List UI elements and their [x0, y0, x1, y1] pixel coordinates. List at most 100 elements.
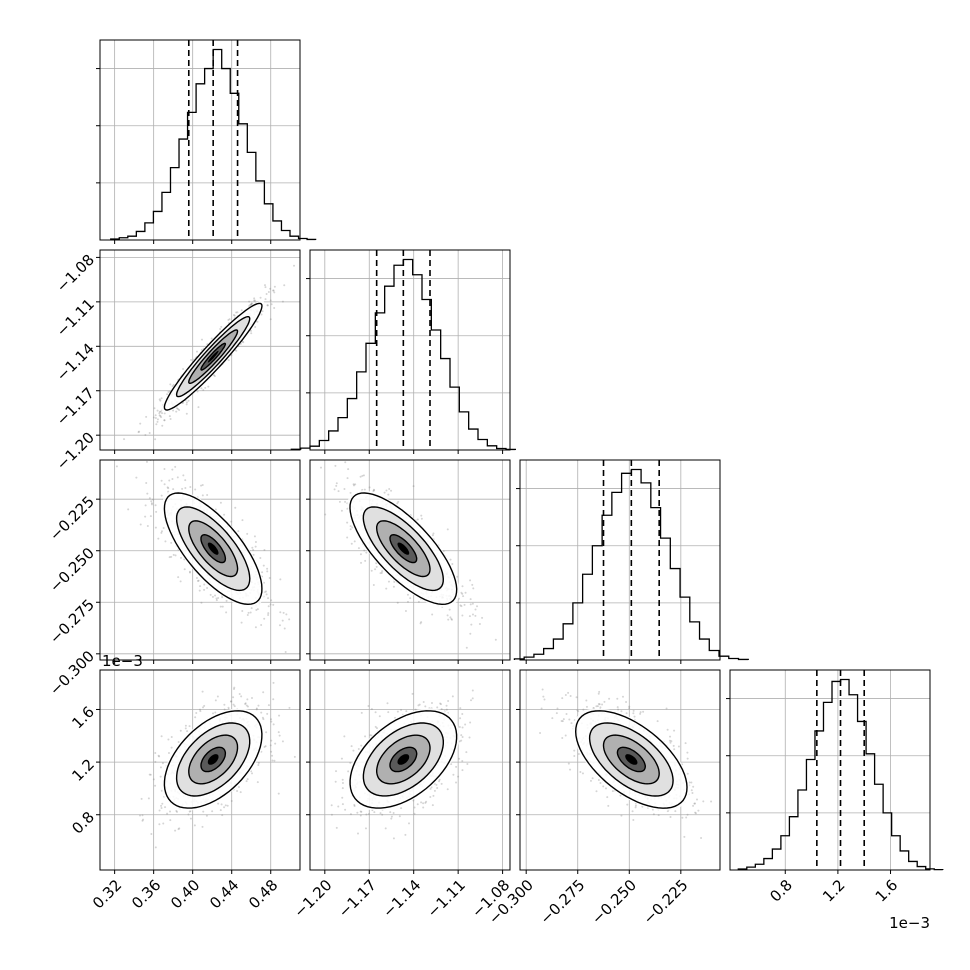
sample-point	[392, 837, 395, 840]
sample-point	[349, 525, 352, 528]
sample-point	[390, 489, 393, 492]
sample-point	[219, 327, 222, 330]
scatter-panel-3-1	[96, 459, 301, 664]
sample-point	[448, 608, 451, 611]
sample-point	[156, 409, 159, 412]
sample-point	[158, 412, 161, 415]
panel-frame	[99, 39, 301, 241]
sample-point	[207, 385, 210, 388]
sample-point	[338, 500, 341, 503]
sample-point	[262, 718, 265, 721]
sample-point	[279, 578, 282, 581]
sample-point	[697, 809, 700, 812]
sample-point	[259, 296, 262, 299]
sample-point	[154, 846, 157, 849]
sample-point	[319, 466, 322, 469]
sample-point	[269, 744, 272, 747]
sample-point	[472, 587, 475, 590]
sample-point	[461, 769, 464, 772]
sample-point	[237, 530, 240, 533]
sample-point	[346, 536, 349, 539]
sample-point	[263, 745, 266, 748]
contour-line-1	[200, 533, 227, 564]
sample-point	[157, 754, 160, 757]
sample-point	[232, 696, 235, 699]
sample-point	[240, 309, 243, 312]
sample-point	[237, 785, 240, 788]
sample-point	[271, 759, 274, 762]
sample-point	[140, 797, 143, 800]
sample-point	[476, 605, 479, 608]
sample-point	[236, 790, 239, 793]
sample-point	[450, 618, 453, 621]
sample-point	[450, 763, 453, 766]
sample-point	[353, 484, 356, 487]
sample-point	[386, 702, 389, 705]
sample-point	[152, 498, 155, 501]
sample-point	[351, 526, 354, 529]
sample-point	[446, 614, 449, 617]
sample-point	[419, 622, 422, 625]
panel-content	[310, 460, 510, 660]
sample-point	[459, 604, 462, 607]
sample-point	[445, 708, 448, 711]
sample-point	[166, 486, 169, 489]
sample-point	[337, 490, 340, 493]
sample-point	[431, 613, 434, 616]
sample-point	[154, 504, 157, 507]
sample-point	[330, 804, 333, 807]
sample-point	[364, 827, 367, 830]
sample-point	[272, 723, 275, 726]
panel-frame	[309, 249, 511, 451]
sample-point	[413, 806, 416, 809]
sample-point	[152, 416, 155, 419]
sample-point	[284, 651, 287, 654]
sample-point	[392, 585, 395, 588]
sample-point	[144, 433, 147, 436]
sample-point	[268, 576, 271, 579]
sample-point	[564, 734, 567, 737]
sample-point	[335, 484, 338, 487]
sample-point	[625, 701, 628, 704]
sample-point	[420, 621, 423, 624]
sample-point	[169, 810, 172, 813]
sample-point	[162, 822, 165, 825]
sample-point	[412, 485, 415, 488]
sample-point	[148, 431, 151, 434]
sample-point	[223, 513, 226, 516]
sample-point	[145, 460, 148, 463]
sample-point	[436, 706, 439, 709]
sample-point	[324, 513, 327, 516]
sample-point	[190, 358, 193, 361]
contour-line-3	[362, 506, 445, 592]
sample-point	[461, 735, 464, 738]
sample-point	[374, 725, 377, 728]
sample-point	[162, 527, 165, 530]
contour-line-4	[163, 302, 263, 411]
sample-point	[277, 792, 280, 795]
sample-point	[201, 484, 204, 487]
sample-point	[458, 757, 461, 760]
sample-point	[433, 789, 436, 792]
sample-point	[393, 580, 396, 583]
sample-point	[154, 526, 157, 529]
sample-point	[234, 506, 237, 509]
sample-point	[432, 532, 435, 535]
sample-point	[452, 773, 455, 776]
sample-point	[214, 711, 217, 714]
sample-point	[262, 691, 265, 694]
contour-line-3	[175, 316, 251, 398]
contour-line-2	[188, 734, 239, 785]
sample-point	[374, 711, 377, 714]
sample-point	[569, 694, 572, 697]
sample-point	[154, 784, 157, 787]
scatter-panel-4-2	[306, 669, 511, 874]
sample-point	[281, 619, 284, 622]
sample-point	[159, 415, 162, 418]
sample-point	[462, 595, 465, 598]
sample-point	[378, 715, 381, 718]
sample-point	[194, 488, 197, 491]
sample-point	[569, 768, 572, 771]
sample-point	[445, 704, 448, 707]
sample-point	[163, 419, 166, 422]
